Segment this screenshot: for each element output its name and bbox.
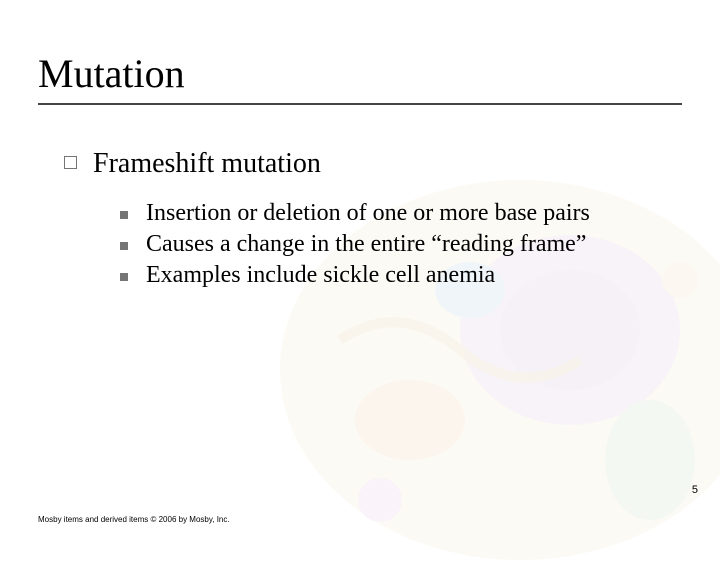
title-block: Mutation [38, 50, 682, 105]
bullet-level2: Examples include sickle cell anemia [120, 262, 590, 289]
page-number: 5 [692, 484, 698, 496]
bullet-level2: Causes a change in the entire “reading f… [120, 231, 590, 258]
square-fill-bullet-icon [120, 242, 128, 250]
title-underline [38, 103, 682, 105]
bullet-level2: Insertion or deletion of one or more bas… [120, 200, 590, 227]
bullet-level1: Frameshift mutation [64, 148, 321, 180]
square-fill-bullet-icon [120, 211, 128, 219]
level2-text: Causes a change in the entire “reading f… [146, 231, 586, 258]
copyright-text: Mosby items and derived items © 2006 by … [38, 515, 230, 524]
square-outline-bullet-icon [64, 156, 77, 169]
level2-text: Examples include sickle cell anemia [146, 262, 495, 289]
level1-text: Frameshift mutation [93, 148, 321, 180]
slide-title: Mutation [38, 50, 682, 97]
square-fill-bullet-icon [120, 273, 128, 281]
level2-block: Insertion or deletion of one or more bas… [120, 200, 590, 293]
level2-text: Insertion or deletion of one or more bas… [146, 200, 590, 227]
slide-container: Mutation Frameshift mutation Insertion o… [0, 0, 720, 540]
